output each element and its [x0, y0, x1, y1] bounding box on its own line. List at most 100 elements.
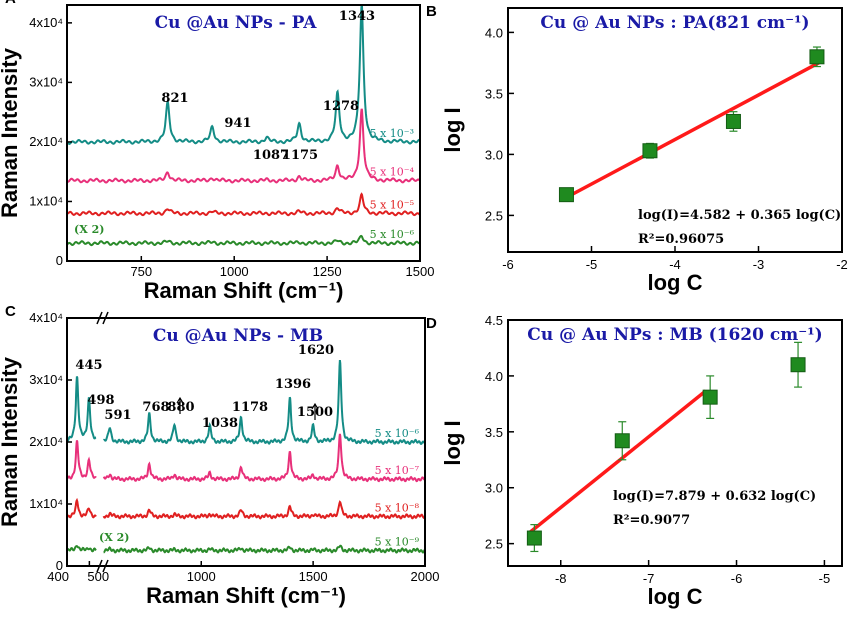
- x-tick-label: 500: [87, 569, 109, 584]
- y-tick-label: 4.0: [485, 369, 503, 384]
- y-tick-label: 3.5: [485, 86, 503, 101]
- x-tick-label: 1500: [406, 264, 435, 279]
- peak-label: 445: [75, 358, 102, 373]
- y-axis-label: log I: [440, 420, 465, 465]
- x-axis-label: Raman Shift (cm⁻¹): [144, 278, 344, 303]
- concentration-label: 5 x 10⁻³: [370, 127, 414, 140]
- data-point: [725, 113, 741, 129]
- fit-equation: log(I)=7.879 + 0.632 log(C): [613, 489, 816, 504]
- fit-equation: log(I)=4.582 + 0.365 log(C): [638, 208, 841, 223]
- x-tick-label: -8: [555, 571, 567, 586]
- spectrum-line: [67, 234, 420, 247]
- plot-frame: [66, 4, 421, 262]
- peak-label: 1620: [298, 343, 334, 358]
- y-tick-label: 4.5: [485, 313, 503, 328]
- x-tick-label: -6: [731, 571, 743, 586]
- concentration-label: 5 x 10⁻⁹: [375, 536, 420, 549]
- y-tick-label: 3.0: [485, 481, 503, 496]
- x-tick-label: 400: [47, 569, 69, 584]
- r-squared: R²=0.9077: [613, 513, 690, 528]
- plot-frame: [507, 319, 843, 567]
- concentration-label: 5 x 10⁻⁷: [375, 464, 420, 477]
- x-axis-label: Raman Shift (cm⁻¹): [146, 583, 346, 608]
- panel-a: 5 x 10⁻³ 5 x 10⁻⁴ 5 x 10⁻⁵ 5 x 10⁻⁶ 821 941 10…: [0, 0, 434, 303]
- y-tick-label: 2x10⁴: [29, 134, 63, 149]
- chart-title: Cu @ Au NPs : MB (1620 cm⁻¹): [527, 325, 822, 345]
- x-tick-label: -2: [836, 257, 848, 272]
- y-axis-label: Raman Intensity: [0, 47, 22, 218]
- x-tick-label: 1000: [187, 569, 216, 584]
- x-tick-label: -3: [753, 257, 765, 272]
- peak-label: 1343: [339, 9, 375, 24]
- y-tick-label: 3x10⁴: [29, 74, 63, 89]
- spectrum-line: [67, 192, 420, 217]
- data-point: [558, 187, 574, 203]
- peak-label: 821: [161, 91, 188, 106]
- y-tick-label: 4.0: [485, 25, 503, 40]
- y-tick-label: 3.0: [485, 147, 503, 162]
- fit-line: [561, 60, 822, 202]
- panel-b: -6 -5 -4 -3 -2 2.5 3.0 3.5 4.0 Cu @ Au NPs : PA(8…: [426, 3, 848, 295]
- x-tick-label: 2000: [411, 569, 440, 584]
- x-tick-label: 1000: [220, 264, 249, 279]
- panel-label: A: [5, 0, 16, 7]
- peak-arrowhead: [311, 402, 319, 410]
- data-point: [809, 49, 825, 65]
- y-tick-label: 2.5: [485, 537, 503, 552]
- peak-label: 941: [224, 116, 251, 131]
- y-tick-label: 0: [56, 558, 63, 573]
- x-tick-label: -5: [819, 571, 831, 586]
- peak-label: 1178: [232, 400, 268, 415]
- scale-annotation: (X 2): [74, 223, 104, 236]
- fit-line: [528, 389, 707, 534]
- panel-c: 5 x 10⁻⁶ 5 x 10⁻⁷ 5 x 10⁻⁸ 5 x 10⁻⁹ 445 49859…: [0, 303, 439, 608]
- chart-title: Cu @Au NPs - PA: [155, 13, 318, 33]
- concentration-label: 5 x 10⁻⁶: [370, 228, 415, 241]
- data-point: [790, 357, 806, 373]
- plot-frame: [66, 317, 426, 567]
- data-point: [702, 389, 718, 405]
- spectrum-line: [67, 108, 420, 184]
- spectrum-line: [67, 5, 420, 145]
- y-tick-label: 3.5: [485, 425, 503, 440]
- chart-title: Cu @Au NPs - MB: [153, 326, 323, 346]
- panel-label: C: [5, 303, 16, 320]
- peak-label: 1038: [202, 416, 238, 431]
- y-tick-label: 3x10⁴: [29, 372, 63, 387]
- y-tick-label: 2x10⁴: [29, 434, 63, 449]
- panel-d: -8 -7 -6 -5 2.5 3.0 3.5 4.0 4.5 Cu @ Au NPs : MB …: [426, 313, 830, 609]
- peak-label: 591: [104, 408, 131, 423]
- panel-label: D: [426, 315, 437, 332]
- x-tick-label: -5: [586, 257, 598, 272]
- spectrum-line: [67, 497, 425, 520]
- data-point: [642, 143, 658, 159]
- concentration-label: 5 x 10⁻⁸: [375, 501, 420, 514]
- x-tick-label: 1500: [299, 569, 328, 584]
- plot-frame: [507, 7, 843, 253]
- peak-label: 1087: [253, 148, 289, 163]
- y-axis-label: log I: [440, 107, 465, 152]
- y-tick-label: 2.5: [485, 208, 503, 223]
- peak-label: 1278: [323, 99, 359, 114]
- peak-label: 768: [142, 400, 169, 415]
- concentration-label: 5 x 10⁻⁴: [370, 166, 415, 179]
- y-tick-label: 1x10⁴: [29, 193, 63, 208]
- data-point: [526, 530, 542, 546]
- spectrum-line: [67, 359, 425, 446]
- r-squared: R²=0.96075: [638, 232, 724, 247]
- x-tick-label: -7: [643, 571, 655, 586]
- peak-label: 498: [87, 393, 114, 408]
- peak-label: 880: [167, 400, 194, 415]
- spectrum-line: [67, 433, 425, 483]
- peak-label: 1175: [282, 148, 318, 163]
- spectrum-line: [67, 544, 425, 554]
- y-tick-label: 4x10⁴: [29, 310, 63, 325]
- peak-label: 1396: [275, 377, 311, 392]
- x-tick-label: 750: [130, 264, 152, 279]
- y-axis-label: Raman Intensity: [0, 356, 22, 527]
- x-tick-label: 1250: [313, 264, 342, 279]
- x-axis-label: log C: [648, 270, 703, 295]
- y-tick-label: 1x10⁴: [29, 496, 63, 511]
- x-tick-label: -6: [502, 257, 514, 272]
